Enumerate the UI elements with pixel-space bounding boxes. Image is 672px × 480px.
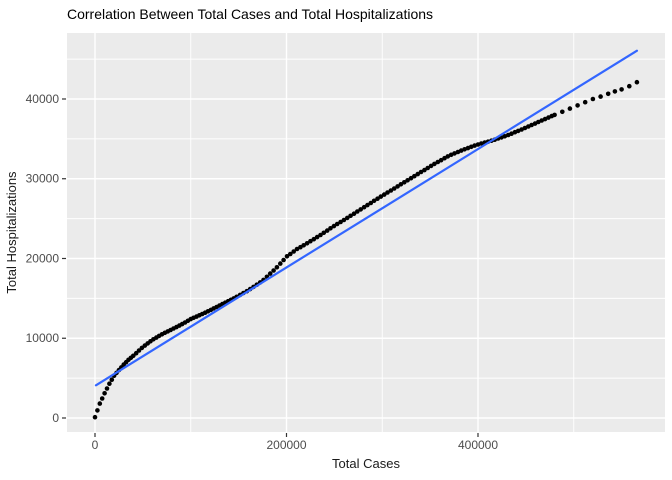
data-point [331, 223, 337, 229]
data-point [314, 234, 320, 240]
data-point [619, 87, 624, 92]
data-point [345, 215, 350, 221]
data-point [284, 253, 290, 259]
data-point [358, 207, 364, 212]
x-tick-label: 400000 [458, 438, 498, 452]
data-point [375, 196, 380, 201]
data-point [338, 219, 343, 225]
data-point [267, 271, 273, 276]
data-point [567, 106, 573, 111]
y-tick-label: 10000 [26, 331, 60, 345]
data-point [391, 186, 397, 191]
data-point [278, 261, 283, 266]
data-point [378, 194, 384, 199]
data-point [371, 198, 377, 204]
data-point [104, 386, 110, 391]
y-tick-label: 0 [52, 411, 59, 425]
data-point [575, 103, 580, 108]
data-point [402, 180, 407, 185]
data-point [355, 209, 360, 214]
y-tick-label: 30000 [26, 172, 60, 186]
data-point [311, 236, 317, 242]
data-point [107, 381, 112, 387]
y-axis-title: Total Hospitalizations [4, 171, 19, 294]
data-point [97, 401, 103, 406]
data-point [388, 188, 394, 193]
data-point [334, 221, 340, 227]
data-point [271, 268, 276, 273]
x-tick-label: 200000 [266, 438, 306, 452]
data-point [415, 171, 421, 177]
data-point [99, 396, 105, 401]
data-point [92, 414, 98, 420]
data-point [438, 157, 444, 163]
data-point [418, 169, 424, 175]
data-point [308, 238, 313, 244]
data-point [428, 163, 434, 169]
data-point [294, 246, 300, 252]
data-point [348, 213, 353, 219]
data-point [318, 232, 323, 238]
data-point [95, 408, 100, 413]
data-point [432, 161, 437, 167]
y-tick-label: 20000 [26, 251, 60, 265]
data-point [598, 94, 603, 99]
data-point [405, 178, 410, 183]
data-point [381, 192, 387, 197]
data-point [288, 251, 293, 257]
data-point [328, 226, 333, 231]
data-point [301, 243, 307, 248]
y-tick-label: 40000 [26, 92, 60, 106]
data-point [605, 91, 611, 97]
plot-title: Correlation Between Total Cases and Tota… [67, 6, 433, 22]
x-axis-title: Total Cases [332, 456, 400, 471]
data-point [425, 165, 431, 171]
data-point [422, 167, 427, 173]
data-point [590, 96, 596, 102]
data-point [361, 204, 367, 210]
data-point [627, 83, 632, 89]
data-point [612, 89, 618, 94]
data-point [304, 241, 310, 246]
data-point [412, 173, 417, 179]
x-tick-label: 0 [92, 438, 99, 452]
data-point [281, 257, 286, 263]
data-point [385, 190, 390, 195]
data-point [109, 377, 115, 383]
data-point [341, 217, 347, 223]
data-point [368, 200, 374, 206]
data-point [582, 99, 588, 105]
data-point [321, 230, 327, 236]
data-point [560, 109, 565, 115]
data-point [351, 211, 357, 216]
data-point [274, 265, 280, 270]
data-point [395, 184, 400, 189]
data-point [408, 175, 414, 181]
data-point [102, 391, 107, 396]
plot-panel [67, 33, 665, 432]
data-point [398, 182, 404, 187]
data-point [552, 112, 557, 118]
data-point [324, 228, 330, 233]
data-point [634, 79, 640, 85]
data-point [365, 202, 370, 208]
data-point [291, 249, 297, 254]
regression-line [94, 49, 639, 387]
